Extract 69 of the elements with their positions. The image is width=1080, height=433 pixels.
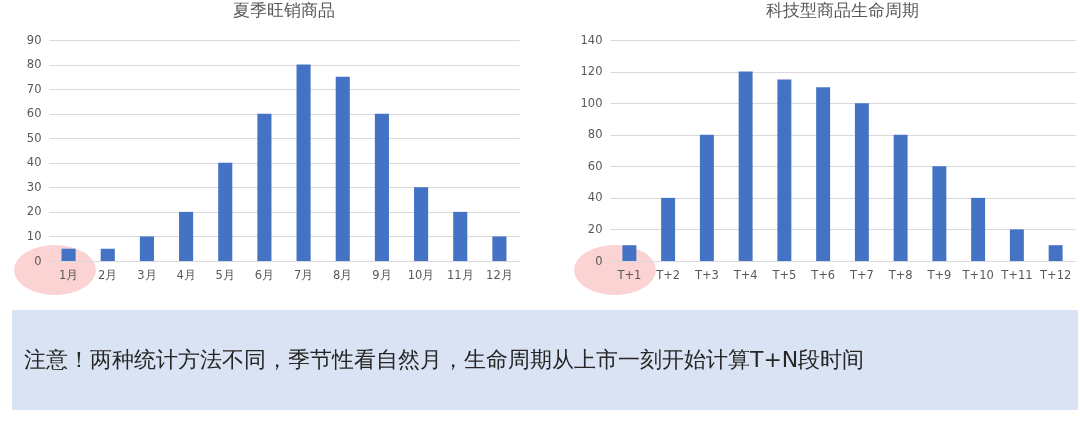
chart-title: 科技型商品生命周期 — [766, 0, 919, 20]
x-tick-label: T+1 — [616, 267, 642, 282]
x-tick-label: 11月 — [446, 267, 474, 282]
bar — [492, 236, 507, 261]
y-tick-label: 30 — [26, 179, 42, 194]
x-tick-label: 12月 — [486, 267, 513, 282]
x-tick-label: T+6 — [810, 267, 836, 282]
x-tick-label: T+3 — [693, 267, 719, 282]
bar — [414, 187, 429, 261]
x-tick-label: 9月 — [372, 267, 392, 282]
bar — [374, 113, 389, 261]
x-tick-label: T+5 — [771, 267, 797, 282]
y-tick-label: 20 — [26, 204, 42, 219]
y-tick-label: 60 — [587, 158, 603, 173]
x-tick-label: T+11 — [1000, 267, 1033, 282]
y-tick-label: 40 — [587, 190, 603, 205]
bar — [296, 64, 311, 261]
bar — [453, 211, 468, 261]
y-tick-label: 10 — [26, 228, 42, 243]
bar — [738, 71, 753, 261]
x-tick-label: 3月 — [137, 267, 157, 282]
bar — [179, 211, 194, 261]
y-tick-label: 40 — [26, 155, 42, 170]
bar — [816, 87, 831, 261]
y-tick-label: 50 — [26, 130, 42, 145]
bar — [661, 197, 676, 261]
x-tick-label: T+4 — [732, 267, 758, 282]
x-tick-label: T+10 — [961, 267, 994, 282]
y-tick-label: 90 — [26, 32, 42, 47]
bar — [854, 103, 869, 261]
y-tick-label: 140 — [580, 32, 603, 47]
y-tick-label: 80 — [587, 127, 603, 142]
bar — [699, 134, 714, 261]
bar — [1048, 245, 1063, 261]
bar — [971, 197, 986, 261]
x-tick-label: 8月 — [333, 267, 353, 282]
bar — [257, 113, 272, 261]
x-tick-label: 2月 — [98, 267, 118, 282]
y-tick-label: 120 — [580, 64, 603, 79]
y-tick-label: 0 — [595, 253, 603, 268]
y-tick-label: 80 — [26, 57, 42, 72]
x-tick-label: 5月 — [215, 267, 235, 282]
bar — [100, 248, 115, 261]
x-tick-label: T+9 — [926, 267, 952, 282]
bar — [1009, 229, 1024, 261]
bar — [777, 79, 792, 261]
bar — [932, 166, 947, 261]
x-tick-label: 10月 — [407, 267, 435, 282]
x-tick-label: T+2 — [655, 267, 681, 282]
x-tick-label: 7月 — [293, 267, 314, 282]
y-tick-label: 100 — [580, 95, 603, 110]
bar — [139, 236, 154, 261]
x-tick-label: 4月 — [176, 267, 196, 282]
bar — [622, 245, 637, 261]
y-tick-label: 20 — [587, 221, 603, 236]
x-tick-label: T+12 — [1038, 267, 1072, 282]
y-tick-label: 70 — [26, 81, 42, 96]
text: 注意！两种统计方法不同，季节性看自然月，生命周期从上市一刻开始计算T+N段时间 — [24, 346, 865, 374]
x-tick-label: 6月 — [254, 267, 275, 282]
bar — [61, 248, 76, 261]
bar — [335, 76, 350, 261]
y-tick-label: 0 — [34, 253, 42, 268]
chart-title: 夏季旺销商品 — [233, 0, 335, 20]
x-tick-label: T+8 — [887, 267, 913, 282]
x-tick-label: T+7 — [848, 267, 874, 282]
x-tick-label: 1月 — [58, 267, 79, 282]
bar — [218, 162, 233, 261]
y-tick-label: 60 — [26, 106, 42, 121]
bar — [893, 134, 908, 261]
